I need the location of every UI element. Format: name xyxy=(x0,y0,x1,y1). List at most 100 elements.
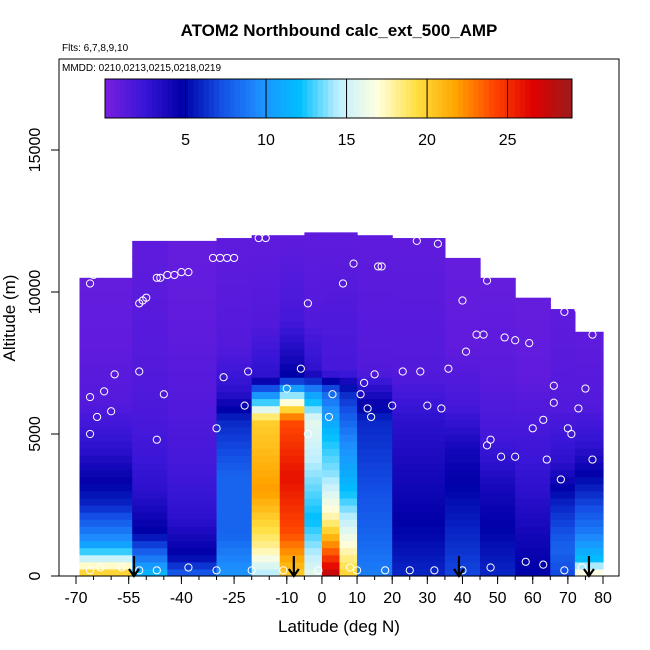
heatmap-cell xyxy=(574,363,604,371)
colorbar-segment xyxy=(281,79,288,118)
heatmap-cell xyxy=(515,448,551,456)
heatmap-cell xyxy=(304,292,323,300)
heatmap-cell xyxy=(216,299,253,307)
colorbar-segment xyxy=(463,79,469,118)
heatmap-cell xyxy=(357,313,393,321)
heatmap-cell xyxy=(321,313,341,321)
heatmap-cell xyxy=(216,256,253,265)
heatmap-cell xyxy=(321,235,341,243)
x-tick-label: 0 xyxy=(317,590,326,607)
heatmap-cell xyxy=(339,412,358,421)
colorbar-segment xyxy=(208,79,215,118)
colorbar-segment xyxy=(302,79,308,118)
heatmap-cell xyxy=(132,341,168,350)
heatmap-cell xyxy=(321,462,341,471)
sample-point xyxy=(349,259,358,268)
heatmap-cell xyxy=(321,412,341,421)
colorbar-segment xyxy=(473,79,480,118)
heatmap-cell xyxy=(279,554,305,563)
heatmap-cell xyxy=(321,448,341,456)
heatmap-cell xyxy=(392,519,446,527)
heatmap-cell xyxy=(339,483,358,492)
heatmap-cell xyxy=(132,526,168,534)
heatmap-cell xyxy=(279,363,305,371)
heatmap-cell xyxy=(251,327,281,336)
heatmap-cell xyxy=(304,235,323,243)
colorbar-segment xyxy=(136,79,142,118)
heatmap-cell xyxy=(79,434,133,442)
heatmap-cell xyxy=(132,240,168,243)
heatmap-cell xyxy=(392,455,446,463)
colorbar-segment xyxy=(364,79,371,118)
heatmap-cell xyxy=(339,263,358,272)
heatmap-cell xyxy=(321,299,341,307)
sample-point xyxy=(117,563,126,572)
heatmap-cell xyxy=(216,519,253,527)
heatmap-cell xyxy=(279,519,305,527)
heatmap-cell xyxy=(444,540,481,549)
heatmap-cell xyxy=(304,270,323,279)
heatmap-cell xyxy=(392,497,446,506)
heatmap-cell xyxy=(550,526,576,534)
heatmap-cell xyxy=(357,419,393,428)
heatmap-cell xyxy=(550,497,576,506)
heatmap-cell xyxy=(480,306,516,314)
heatmap-cell xyxy=(444,469,481,478)
x-tick-label: 70 xyxy=(559,590,577,607)
colorbar-segment xyxy=(146,79,153,118)
heatmap-cell xyxy=(79,568,133,577)
heatmap-cell xyxy=(216,398,253,407)
heatmap-cell xyxy=(515,476,551,485)
heatmap-cell xyxy=(480,505,516,513)
heatmap-cell xyxy=(480,384,516,392)
heatmap-cell xyxy=(550,434,576,442)
heatmap-cell xyxy=(304,306,323,314)
heatmap-cell xyxy=(132,377,168,385)
heatmap-cell xyxy=(251,341,281,350)
heatmap-cell xyxy=(392,398,446,407)
heatmap-cell xyxy=(339,327,358,336)
heatmap-cell xyxy=(79,469,133,478)
heatmap-cell xyxy=(550,462,576,471)
heatmap-cell xyxy=(357,299,393,307)
heatmap-cell xyxy=(279,483,305,492)
heatmap-cell xyxy=(321,490,341,499)
heatmap-cell xyxy=(132,512,168,520)
heatmap-cell xyxy=(132,292,168,300)
colorbar-segment xyxy=(333,79,339,118)
heatmap-cell xyxy=(279,391,305,400)
heatmap-cell xyxy=(480,284,516,293)
sample-point xyxy=(381,566,390,575)
heatmap-cell xyxy=(392,299,446,307)
heatmap-cell xyxy=(167,240,218,243)
heatmap-cell xyxy=(392,363,446,371)
heatmap-cell xyxy=(279,242,305,250)
sample-point xyxy=(159,390,168,399)
heatmap-cell xyxy=(304,348,323,357)
heatmap-cell xyxy=(392,568,446,577)
heatmap-cell xyxy=(357,348,393,357)
heatmap-cell xyxy=(574,533,604,542)
heatmap-cell xyxy=(132,263,168,272)
heatmap-cell xyxy=(321,249,341,258)
heatmap-cell xyxy=(79,540,133,549)
heatmap-cell xyxy=(251,540,281,549)
heatmap-cell xyxy=(79,426,133,435)
heatmap-cell xyxy=(444,497,481,506)
heatmap-cell xyxy=(550,533,576,542)
y-axis-label: Altitude (m) xyxy=(0,275,19,362)
heatmap-cell xyxy=(279,334,305,343)
sample-point xyxy=(377,262,386,271)
y-tick-label: 10000 xyxy=(27,270,44,315)
heatmap-cell xyxy=(444,476,481,485)
heatmap-cell xyxy=(79,547,133,556)
heatmap-cell xyxy=(444,257,481,265)
heatmap-cell xyxy=(216,238,253,243)
heatmap-cell xyxy=(251,405,281,414)
heatmap-cell xyxy=(444,455,481,463)
heatmap-cell xyxy=(279,412,305,421)
heatmap-cell xyxy=(550,540,576,549)
heatmap-cell xyxy=(550,377,576,385)
heatmap-cell xyxy=(515,441,551,449)
heatmap-cell xyxy=(444,419,481,428)
